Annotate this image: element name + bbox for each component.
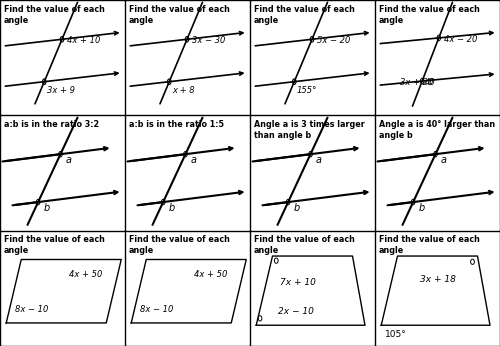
Text: 3x + 20: 3x + 20: [400, 78, 433, 87]
Text: Find the value of each
angle: Find the value of each angle: [254, 4, 354, 25]
Text: 8x − 10: 8x − 10: [140, 304, 173, 313]
Text: 3x + 18: 3x + 18: [420, 275, 456, 284]
Text: Find the value of each
angle: Find the value of each angle: [129, 4, 230, 25]
Text: a: a: [66, 155, 71, 165]
Text: Find the value of each
angle: Find the value of each angle: [4, 235, 104, 255]
Text: Angle a is 40° larger than
angle b: Angle a is 40° larger than angle b: [379, 120, 495, 140]
Text: 5x − 20: 5x − 20: [317, 36, 350, 45]
Text: Find the value of each
angle: Find the value of each angle: [4, 4, 104, 25]
Text: a:b is in the ratio 1:5: a:b is in the ratio 1:5: [129, 120, 224, 129]
Text: Find the value of each
angle: Find the value of each angle: [379, 4, 480, 25]
Text: Angle a is 3 times larger
than angle b: Angle a is 3 times larger than angle b: [254, 120, 364, 140]
Text: 4x + 50: 4x + 50: [69, 270, 102, 279]
Text: 4x + 50: 4x + 50: [194, 270, 227, 279]
Text: Find the value of each
angle: Find the value of each angle: [254, 235, 354, 255]
Text: 40: 40: [424, 78, 436, 87]
Text: Find the value of each
angle: Find the value of each angle: [379, 235, 480, 255]
Text: 4x + 10: 4x + 10: [67, 36, 100, 45]
Text: 3x − 30: 3x − 30: [192, 36, 226, 45]
Text: b: b: [418, 203, 424, 213]
Text: 4x − 20: 4x − 20: [444, 35, 477, 44]
Text: x + 8: x + 8: [172, 86, 195, 95]
Text: a: a: [190, 155, 196, 165]
Text: b: b: [43, 203, 50, 213]
Text: a:b is in the ratio 3:2: a:b is in the ratio 3:2: [4, 120, 99, 129]
Text: b: b: [293, 203, 300, 213]
Text: 8x − 10: 8x − 10: [15, 304, 48, 313]
Text: 105°: 105°: [385, 330, 407, 339]
Text: Find the value of each
angle: Find the value of each angle: [129, 235, 230, 255]
Text: 7x + 10: 7x + 10: [280, 278, 316, 287]
Text: a: a: [440, 155, 446, 165]
Text: 155°: 155°: [297, 86, 317, 95]
Text: 2x − 10: 2x − 10: [278, 307, 314, 316]
Text: 3x + 9: 3x + 9: [47, 86, 75, 95]
Text: a: a: [316, 155, 322, 165]
Text: b: b: [168, 203, 174, 213]
